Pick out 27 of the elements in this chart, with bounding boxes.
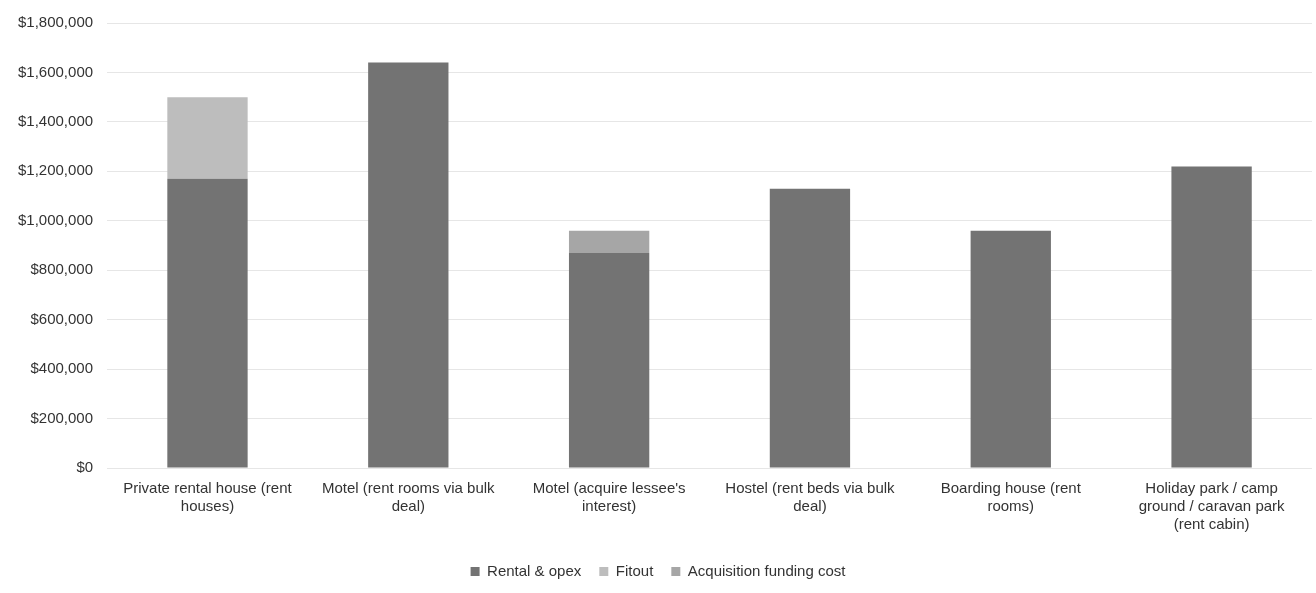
y-tick-label: $200,000 — [30, 408, 94, 426]
y-tick-label: $600,000 — [30, 309, 94, 327]
bar — [568, 252, 650, 468]
x-tick-label: Hostel (rent beds via bulk deal) — [725, 479, 896, 515]
y-tick-label: $1,800,000 — [18, 13, 94, 31]
bar — [568, 230, 650, 253]
x-tick-label: Motel (acquire lessee's interest) — [532, 479, 686, 515]
y-tick-label: $800,000 — [30, 260, 94, 278]
x-tick-label: Motel (rent rooms via bulk deal) — [322, 479, 496, 515]
x-tick-label: Boarding house (rent rooms) — [940, 479, 1082, 515]
y-tick-label: $0 — [76, 458, 94, 476]
bar — [167, 97, 248, 179]
legend-label: Acquisition funding cost — [687, 561, 847, 579]
y-tick-label: $1,600,000 — [18, 62, 94, 80]
bar — [368, 62, 449, 468]
y-tick-label: $400,000 — [30, 359, 94, 377]
y-tick-label: $1,000,000 — [18, 210, 94, 228]
legend-label: Rental & opex — [487, 561, 582, 579]
x-tick-label: Private rental house (rent houses) — [123, 479, 293, 515]
y-tick-label: $1,400,000 — [18, 112, 94, 130]
y-tick-label: $1,200,000 — [18, 161, 94, 179]
legend-label: Fitout — [615, 561, 655, 579]
bar — [1171, 166, 1252, 468]
bar — [970, 230, 1051, 468]
x-tick-label: Holiday park / camp ground / caravan park (rent cabin) — [1138, 479, 1286, 533]
bar — [167, 178, 248, 468]
bar — [769, 188, 851, 468]
